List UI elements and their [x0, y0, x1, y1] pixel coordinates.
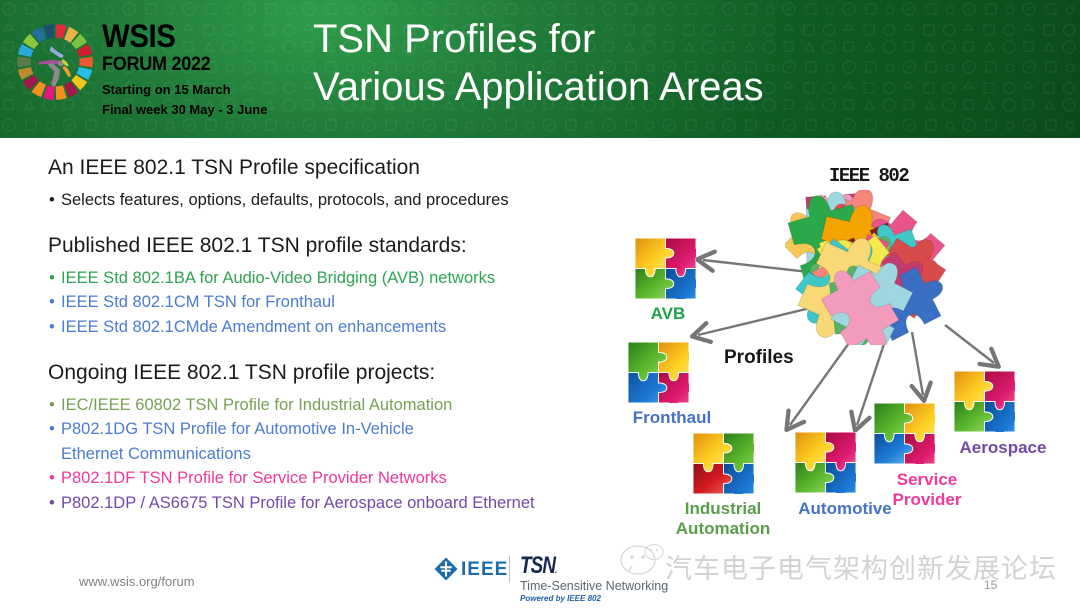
svg-text:IEEE: IEEE: [461, 559, 508, 580]
